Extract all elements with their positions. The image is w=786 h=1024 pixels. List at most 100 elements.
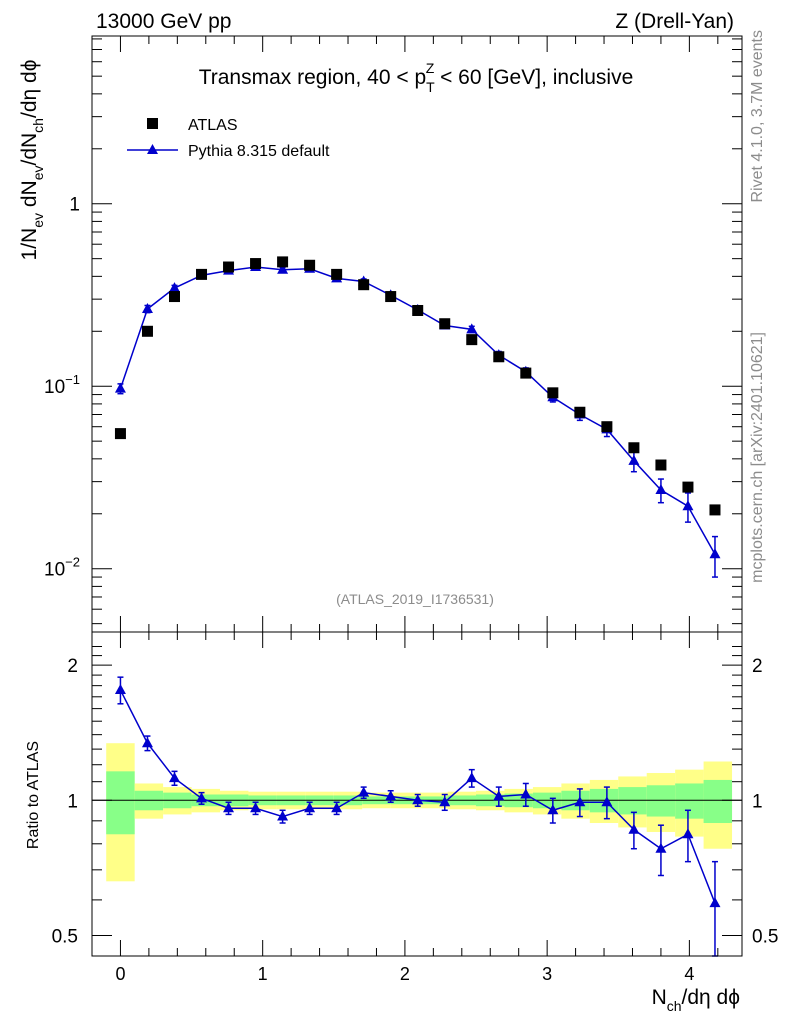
atlas-point: [466, 334, 478, 346]
rivet-label: Rivet 4.1.0, 3.7M events: [749, 30, 766, 203]
ratio-frame: [91, 631, 743, 957]
atlas-point: [574, 406, 586, 418]
main-ylabel: 1/Nev dNev/dNch/dη dϕ: [18, 60, 46, 261]
ratio-point-marker: [655, 842, 667, 853]
pythia-point-marker: [628, 454, 640, 465]
main-ticks: 110−110−2: [44, 36, 742, 632]
atlas-point: [304, 259, 316, 271]
pythia-point-marker: [141, 302, 153, 313]
ratio-point-marker: [304, 802, 316, 813]
pythia-point-marker: [709, 548, 721, 559]
ylabel-part-c: /dN: [18, 133, 41, 166]
y-tick-base: 10: [44, 377, 65, 398]
ratio-band-inner: [106, 771, 135, 835]
atlas-point: [277, 256, 289, 268]
header-right: Z (Drell-Yan): [615, 10, 734, 33]
atlas-point: [439, 318, 451, 330]
ratio-point-marker: [385, 790, 397, 801]
legend-atlas-marker: [147, 118, 158, 129]
ratio-point-marker: [358, 786, 370, 797]
legend: ATLAS Pythia 8.315 default: [127, 117, 330, 160]
x-tick-label: 0: [115, 964, 125, 984]
y-tick-exponent: −2: [65, 555, 80, 570]
ratio-point-marker: [223, 802, 235, 813]
pythia-point-marker: [655, 483, 667, 494]
ylabel-part-d: /dη dϕ: [18, 60, 41, 118]
y-tick-exponent: −1: [65, 372, 80, 387]
mcplots-label: mcplots.cern.ch [arXiv:2401.10621]: [749, 332, 766, 583]
ratio-point-marker: [412, 794, 424, 805]
atlas-point: [114, 428, 126, 440]
x-tick-label: 4: [684, 964, 694, 984]
main-plot-data: [114, 256, 721, 578]
legend-atlas-label: ATLAS: [188, 117, 238, 134]
ratio-point-marker: [168, 772, 180, 783]
ratio-y-tick-label-right: 0.5: [752, 926, 778, 947]
atlas-point: [358, 279, 370, 291]
ratio-point-marker: [493, 790, 505, 801]
y-tick-label: 10−1: [44, 372, 80, 398]
ratio-band-inner: [675, 783, 704, 819]
atlas-point: [223, 261, 235, 273]
x-tick-label: 3: [542, 964, 552, 984]
pythia-point-marker: [114, 382, 126, 393]
legend-pythia-marker: [147, 144, 158, 154]
ylabel-sub-b: ev: [30, 165, 46, 180]
xlabel-rest: /dη dϕ: [682, 986, 740, 1009]
ratio-point-marker: [547, 804, 559, 815]
ratio-point-marker: [141, 737, 153, 748]
ratio-y-tick-label: 1: [67, 791, 78, 812]
x-tick-label: 1: [258, 964, 268, 984]
analysis-watermark: (ATLAS_2019_I1736531): [336, 591, 494, 607]
y-tick-base: 1: [69, 195, 80, 216]
ratio-y-tick-label: 2: [67, 656, 78, 677]
atlas-point: [655, 459, 667, 471]
ratio-y-tick-label-right: 2: [752, 656, 763, 677]
pythia-point-marker: [466, 323, 478, 334]
title-sup: Z: [426, 60, 435, 76]
ratio-point-marker: [709, 897, 721, 908]
ratio-point-marker: [601, 796, 613, 807]
ratio-ylabel: Ratio to ATLAS: [25, 741, 42, 849]
xlabel-sub: ch: [667, 998, 682, 1014]
ratio-y-tick-label-right: 1: [752, 791, 763, 812]
y-tick-label: 1: [69, 195, 80, 216]
ratio-point-marker: [628, 823, 640, 834]
title-sub: T: [426, 79, 435, 95]
ratio-panel: 0 1 2 3 4 2 2 1 1 0.5 0.5 Ratio to ATLAS: [25, 631, 778, 984]
header-left: 13000 GeV pp: [96, 10, 231, 33]
ratio-point-marker: [114, 684, 126, 695]
x-tick-label: 2: [400, 964, 410, 984]
ratio-point-marker: [250, 802, 262, 813]
atlas-point: [196, 268, 208, 280]
atlas-point: [331, 268, 343, 280]
atlas-point: [385, 291, 397, 303]
atlas-point: [250, 258, 262, 270]
title-suffix: < 60 [GeV], inclusive: [434, 66, 633, 89]
main-panel: 110−110−2 Transmax region, 40 < pTZ < 60…: [18, 35, 743, 633]
ratio-point-marker: [439, 796, 451, 807]
ratio-point-marker: [574, 796, 586, 807]
atlas-point: [520, 367, 532, 379]
title-prefix: Transmax region, 40 < p: [199, 66, 426, 89]
ratio-point-marker: [331, 802, 343, 813]
atlas-point: [547, 387, 559, 399]
ratio-band-inner: [703, 779, 733, 824]
ratio-point-marker: [682, 828, 694, 839]
pythia-point-marker: [277, 263, 289, 274]
ratio-y-tick-label: 0.5: [52, 926, 78, 947]
atlas-point: [412, 304, 424, 316]
atlas-point: [493, 351, 505, 363]
y-tick-base: 10: [44, 560, 65, 581]
ratio-point-marker: [277, 810, 289, 821]
atlas-point: [168, 291, 180, 303]
xlabel-main: N: [652, 986, 667, 1009]
atlas-point: [682, 481, 694, 493]
ylabel-sub-c: ch: [30, 118, 46, 133]
legend-pythia-label: Pythia 8.315 default: [188, 143, 330, 160]
ratio-ticks: 0 1 2 3 4 2 2 1 1 0.5 0.5: [52, 632, 778, 984]
ylabel-sub-a: ev: [30, 213, 46, 228]
ratio-plot-data: [92, 676, 742, 957]
ylabel-part-b: dN: [18, 180, 41, 213]
atlas-point: [628, 442, 640, 454]
